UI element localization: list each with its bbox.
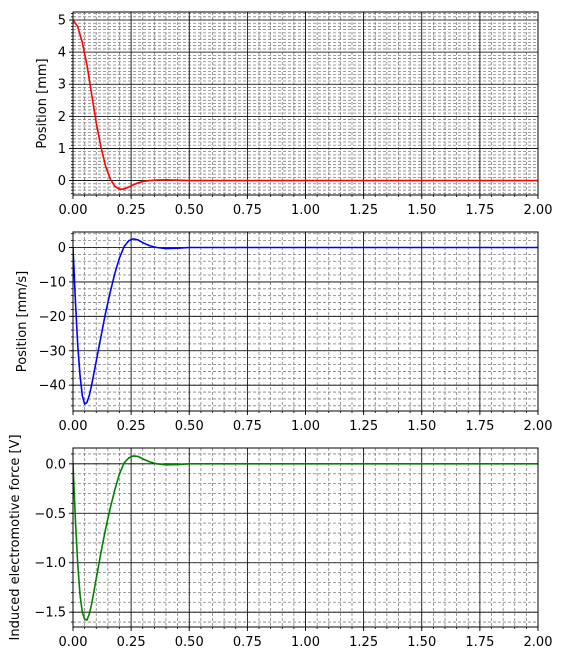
axes-frame	[72, 231, 539, 412]
x-tick-label: 0.50	[175, 203, 204, 218]
x-tick-label: 1.75	[465, 419, 494, 434]
y-tick-label: 2	[58, 110, 66, 125]
x-tick-label: 0.50	[175, 419, 204, 434]
x-tick-label: 1.25	[349, 419, 378, 434]
series-line-0	[73, 238, 538, 405]
x-tick-label: 1.75	[465, 635, 494, 650]
x-tick-label: 2.00	[524, 419, 553, 434]
x-tick-label: 0.25	[117, 419, 146, 434]
x-tick-label: 1.00	[291, 203, 320, 218]
emf-subplot: 0.00 0.25 0.50 0.75 1.00 1.25 1.50 1.75 2.00 −1.5…	[8, 434, 552, 650]
x-tick-label: 2.00	[524, 203, 553, 218]
x-tick-label: 1.25	[349, 203, 378, 218]
x-tick-label: 0.75	[233, 419, 262, 434]
y-tick-label: −0.5	[34, 507, 66, 522]
x-tick-label: 0.75	[233, 203, 262, 218]
x-tick-label: 1.50	[407, 419, 436, 434]
x-tick-label: 2.00	[524, 635, 553, 650]
y-tick-label: −10	[39, 275, 66, 290]
y-axis-label: Position [mm]	[35, 58, 50, 148]
y-tick-label: −40	[39, 379, 66, 394]
y-tick-label: 0.0	[45, 457, 66, 472]
x-tick-label: 1.25	[349, 635, 378, 650]
x-tick-label: 0.00	[59, 203, 88, 218]
x-tick-label: 0.00	[59, 635, 88, 650]
x-tick-label: 0.50	[175, 635, 204, 650]
axes-frame	[72, 447, 539, 628]
y-tick-label: −20	[39, 310, 66, 325]
x-tick-label: 0.25	[117, 203, 146, 218]
y-axis-label: Induced electromotive force [V]	[8, 434, 23, 640]
series-line-0	[73, 19, 538, 191]
x-tick-label: 1.00	[291, 419, 320, 434]
x-tick-label: 1.50	[407, 203, 436, 218]
series-line-0	[73, 455, 538, 621]
axes-frame	[72, 11, 539, 196]
x-tick-label: 0.75	[233, 635, 262, 650]
y-tick-label: −1.5	[34, 606, 66, 621]
x-tick-label: 0.25	[117, 635, 146, 650]
y-axis-label: Position [mm/s]	[15, 271, 30, 372]
x-tick-label: 1.00	[291, 635, 320, 650]
x-tick-label: 0.00	[59, 419, 88, 434]
position-subplot: 0.00 0.25 0.50 0.75 1.00 1.25 1.50 1.75 2.00 0 1 2 3…	[35, 11, 553, 218]
y-tick-label: 5	[58, 14, 66, 29]
y-tick-label: −30	[39, 344, 66, 359]
x-tick-label: 1.75	[465, 203, 494, 218]
y-tick-label: 0	[58, 174, 66, 189]
velocity-subplot: 0.00 0.25 0.50 0.75 1.00 1.25 1.50 1.75 2.00 −40 −…	[15, 231, 553, 434]
y-tick-label: 0	[58, 241, 66, 256]
y-tick-label: 1	[58, 142, 66, 157]
y-tick-label: −1.0	[34, 556, 66, 571]
x-tick-label: 1.50	[407, 635, 436, 650]
y-tick-label: 4	[58, 46, 66, 61]
y-tick-label: 3	[58, 78, 66, 93]
